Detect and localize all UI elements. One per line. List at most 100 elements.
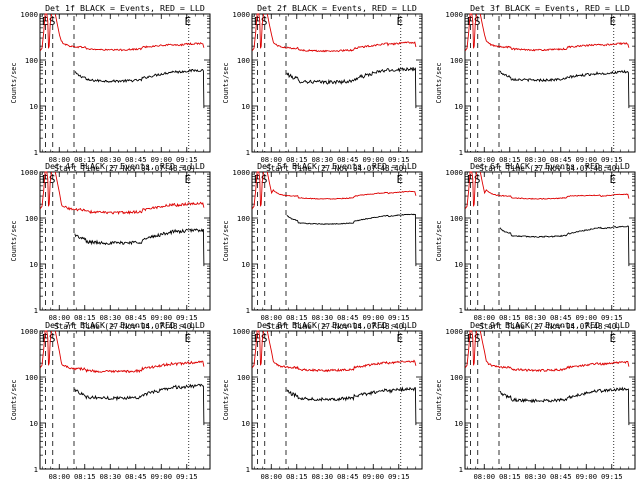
plot-frame	[251, 330, 423, 470]
x-tick-label: 08:30	[311, 313, 333, 322]
x-tick-label: 08:30	[524, 472, 546, 480]
x-tick-label: 08:45	[550, 313, 572, 322]
x-tick-label: 08:15	[74, 472, 96, 480]
chart-panel-1: Det 1f BLACK = Events, RED = LLD 1 10 100 10…	[10, 3, 211, 173]
y-tick-label: 1000	[232, 168, 250, 177]
y-axis-label: Counts/sec	[222, 221, 230, 262]
x-tick-label: 08:00	[473, 313, 495, 322]
lld-series-line	[479, 330, 630, 373]
x-tick-label: 08:00	[260, 472, 282, 480]
x-tick-label: 08:30	[311, 472, 333, 480]
y-axis-label: Counts/sec	[10, 63, 18, 104]
x-tick-label: 09:15	[176, 155, 198, 164]
y-tick-label: 10	[29, 102, 38, 111]
mode-marker-s: S	[49, 15, 56, 28]
events-series-line	[286, 213, 417, 267]
x-axis-label: Start Time (27-Nov-04 07:48:40)	[266, 164, 408, 173]
chart-title: Det 8f BLACK = Events, RED = LLD	[257, 320, 417, 330]
lld-series-line	[54, 171, 205, 216]
x-tick-label: 09:15	[601, 313, 623, 322]
chart-panel-8: Det 8f BLACK = Events, RED = LLD 1 10 100 10…	[222, 320, 423, 480]
x-tick-label: 09:15	[388, 155, 410, 164]
y-tick-label: 100	[25, 373, 38, 382]
x-tick-label: 08:15	[499, 155, 521, 164]
lld-series-line-rise	[39, 171, 53, 209]
y-tick-label: 10	[241, 260, 250, 269]
chart-title: Det 3f BLACK = Events, RED = LLD	[470, 3, 630, 13]
x-tick-label: 08:45	[337, 155, 359, 164]
mode-marker-e: E	[467, 15, 474, 28]
x-tick-label: 08:45	[125, 313, 147, 322]
chart-panel-3: Det 3f BLACK = Events, RED = LLD 1 10 100 10…	[435, 3, 636, 173]
x-axis-label: Start Time (27-Nov-04 07:48:40)	[54, 164, 196, 173]
plot-frame	[464, 13, 636, 153]
x-tick-label: 08:15	[286, 472, 308, 480]
x-axis-label: Start Time (27-Nov-04 07:48:40)	[479, 164, 621, 173]
y-tick-label: 1000	[20, 10, 38, 19]
lld-series-line-rise	[39, 330, 53, 368]
x-tick-label: 08:00	[48, 313, 70, 322]
x-tick-label: 09:00	[150, 472, 172, 480]
chart-panel-2: Det 2f BLACK = Events, RED = LLD 1 10 100 10…	[222, 3, 423, 173]
y-tick-label: 100	[237, 56, 250, 65]
chart-panel-6: Det 6f BLACK = Events, RED = LLD 1 10 100 10…	[435, 161, 636, 331]
plot-frame	[39, 171, 211, 311]
x-tick-label: 08:30	[524, 313, 546, 322]
x-tick-label: 09:00	[362, 472, 384, 480]
y-tick-label: 1000	[232, 327, 250, 336]
y-tick-label: 1000	[232, 10, 250, 19]
y-tick-label: 100	[450, 214, 463, 223]
x-tick-label: 09:15	[176, 472, 198, 480]
y-tick-label: 100	[450, 56, 463, 65]
x-tick-label: 08:30	[99, 155, 121, 164]
lld-series-line-rise	[251, 330, 265, 368]
x-axis-label: Start Time (27-Nov-04 07:48:40)	[479, 322, 621, 331]
x-tick-label: 08:15	[74, 155, 96, 164]
y-axis-label: Counts/sec	[435, 380, 443, 421]
mode-marker-s: S	[261, 173, 268, 186]
events-series-line	[499, 69, 630, 109]
lld-series-line-rise	[251, 171, 265, 209]
chart-title: Det 1f BLACK = Events, RED = LLD	[45, 3, 205, 13]
x-axis-label: Start Time (27-Nov-04 07:48:40)	[266, 322, 408, 331]
y-axis-label: Counts/sec	[10, 380, 18, 421]
lld-series-line-rise	[251, 13, 265, 51]
mode-marker-e: E	[42, 332, 49, 345]
y-tick-label: 1000	[445, 327, 463, 336]
y-axis-label: Counts/sec	[222, 380, 230, 421]
lld-series-line	[54, 330, 205, 374]
x-tick-label: 09:15	[601, 155, 623, 164]
mode-marker-e: E	[397, 15, 404, 28]
x-tick-label: 08:45	[125, 155, 147, 164]
mode-marker-e: E	[467, 173, 474, 186]
mode-marker-e: E	[610, 173, 617, 186]
lld-series-line	[54, 13, 205, 52]
mode-marker-e: E	[254, 332, 261, 345]
mode-marker-e: E	[185, 332, 192, 345]
mode-marker-e: E	[185, 15, 192, 28]
events-series-line	[74, 383, 205, 426]
x-tick-label: 08:00	[260, 155, 282, 164]
y-axis-label: Counts/sec	[222, 63, 230, 104]
chart-title: Det 2f BLACK = Events, RED = LLD	[257, 3, 417, 13]
x-tick-label: 09:00	[575, 472, 597, 480]
x-tick-label: 08:30	[99, 313, 121, 322]
mode-marker-e: E	[42, 15, 49, 28]
y-tick-label: 10	[454, 260, 463, 269]
mode-marker-e: E	[397, 332, 404, 345]
chart-title: Det 5f BLACK = Events, RED = LLD	[257, 161, 417, 171]
y-tick-label: 1	[246, 306, 250, 315]
y-tick-label: 1	[459, 465, 463, 474]
chart-panel-9: Det 9f BLACK = Events, RED = LLD 1 10 100 10…	[435, 320, 636, 480]
y-tick-label: 1000	[20, 327, 38, 336]
chart-title: Det 6f BLACK = Events, RED = LLD	[470, 161, 630, 171]
plot-frame	[251, 13, 423, 153]
chart-title: Det 4f BLACK = Events, RED = LLD	[45, 161, 205, 171]
x-tick-label: 09:00	[150, 155, 172, 164]
mode-marker-s: S	[474, 332, 481, 345]
lld-series-line-rise	[464, 13, 478, 51]
lld-series-line	[266, 171, 417, 200]
y-tick-label: 1	[459, 306, 463, 315]
chart-panel-5: Det 5f BLACK = Events, RED = LLD 1 10 100 10…	[222, 161, 423, 331]
